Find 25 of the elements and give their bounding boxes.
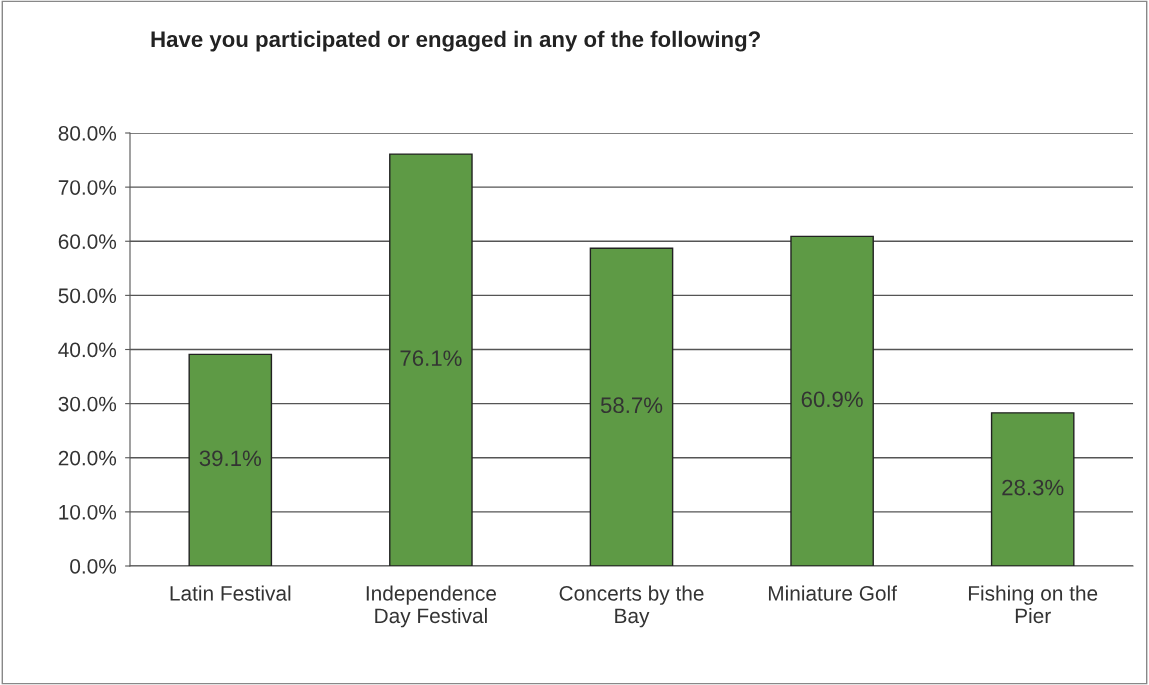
y-tick-label: 20.0% bbox=[58, 450, 117, 466]
x-tick-label: Fishing on the Pier bbox=[968, 585, 1098, 624]
y-tick-label: 10.0% bbox=[59, 504, 117, 520]
x-tick-label: Independence Day Festival bbox=[366, 585, 497, 628]
bar bbox=[790, 235, 874, 566]
y-tick-label: 50.0% bbox=[58, 288, 117, 304]
data-label: 76.1% bbox=[400, 350, 462, 367]
y-tick-label: 0.0% bbox=[70, 559, 117, 574]
x-tick-label: Miniature Golf bbox=[768, 585, 897, 601]
data-label: 39.1% bbox=[199, 450, 262, 467]
bar bbox=[589, 247, 674, 566]
chart-title: Have you participated or engaged in any of the following? bbox=[151, 30, 760, 52]
y-tick-label: 80.0% bbox=[58, 126, 117, 141]
y-tick-label: 40.0% bbox=[58, 342, 117, 358]
y-tick-label: 30.0% bbox=[58, 396, 117, 412]
data-label: 58.7% bbox=[600, 397, 663, 414]
data-label: 60.9% bbox=[801, 391, 863, 408]
bar bbox=[990, 412, 1075, 566]
y-tick-label: 60.0% bbox=[58, 234, 117, 249]
bar bbox=[389, 153, 473, 566]
x-tick-label: Latin Festival bbox=[170, 585, 291, 601]
data-label: 28.3% bbox=[1002, 479, 1064, 496]
y-tick-label: 70.0% bbox=[58, 180, 117, 195]
x-tick-label: Concerts by the Bay bbox=[559, 585, 704, 628]
bar bbox=[188, 353, 273, 566]
